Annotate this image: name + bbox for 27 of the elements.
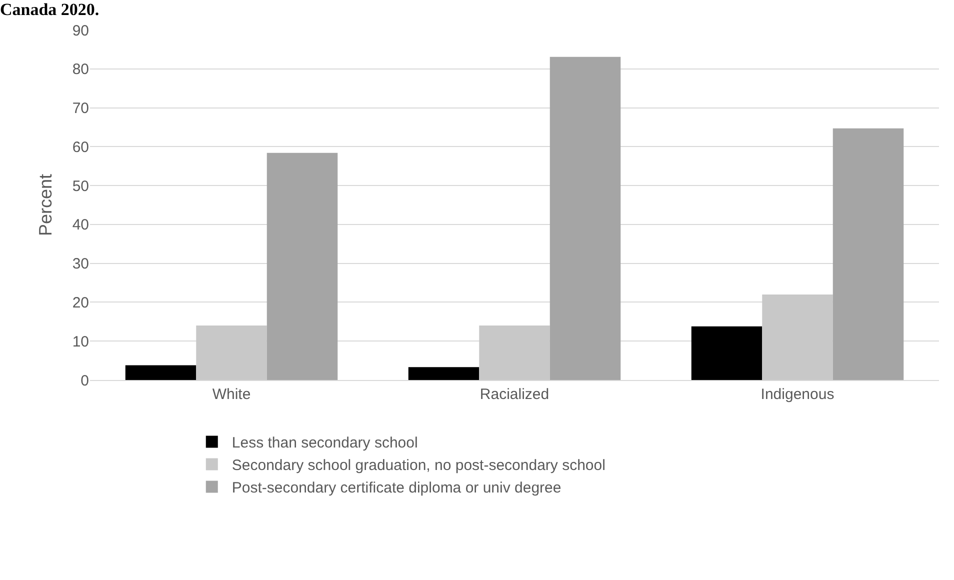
bar xyxy=(691,326,762,380)
x-tick-label: Indigenous xyxy=(760,386,834,403)
y-tick-label: 60 xyxy=(72,138,89,156)
legend-label: Post-secondary certificate diploma or univ degree xyxy=(232,480,562,497)
legend-label: Secondary school graduation, no post-secondary school xyxy=(232,457,606,474)
y-tick-label: 90 xyxy=(72,22,89,40)
bar xyxy=(762,294,833,380)
bar xyxy=(266,152,338,380)
chart-title: Canada 2020. xyxy=(0,0,100,19)
y-axis-title: Percent xyxy=(36,174,56,236)
y-tick-label: 10 xyxy=(72,333,89,350)
legend-label: Less than secondary school xyxy=(232,434,418,452)
bar xyxy=(408,367,480,380)
bar xyxy=(832,128,904,380)
y-tick-label: 20 xyxy=(72,294,89,312)
bar xyxy=(125,365,196,380)
x-tick-label: Racialized xyxy=(480,386,550,403)
bar xyxy=(550,56,621,380)
bar xyxy=(479,326,550,380)
bar xyxy=(196,326,267,380)
y-tick-label: 80 xyxy=(72,61,89,78)
y-tick-label: 50 xyxy=(72,178,89,195)
y-tick-label: 70 xyxy=(72,100,89,118)
x-tick-label: White xyxy=(212,386,251,403)
y-tick-label: 40 xyxy=(72,216,89,234)
y-tick-label: 30 xyxy=(72,256,89,273)
y-tick-label: 0 xyxy=(80,372,89,390)
